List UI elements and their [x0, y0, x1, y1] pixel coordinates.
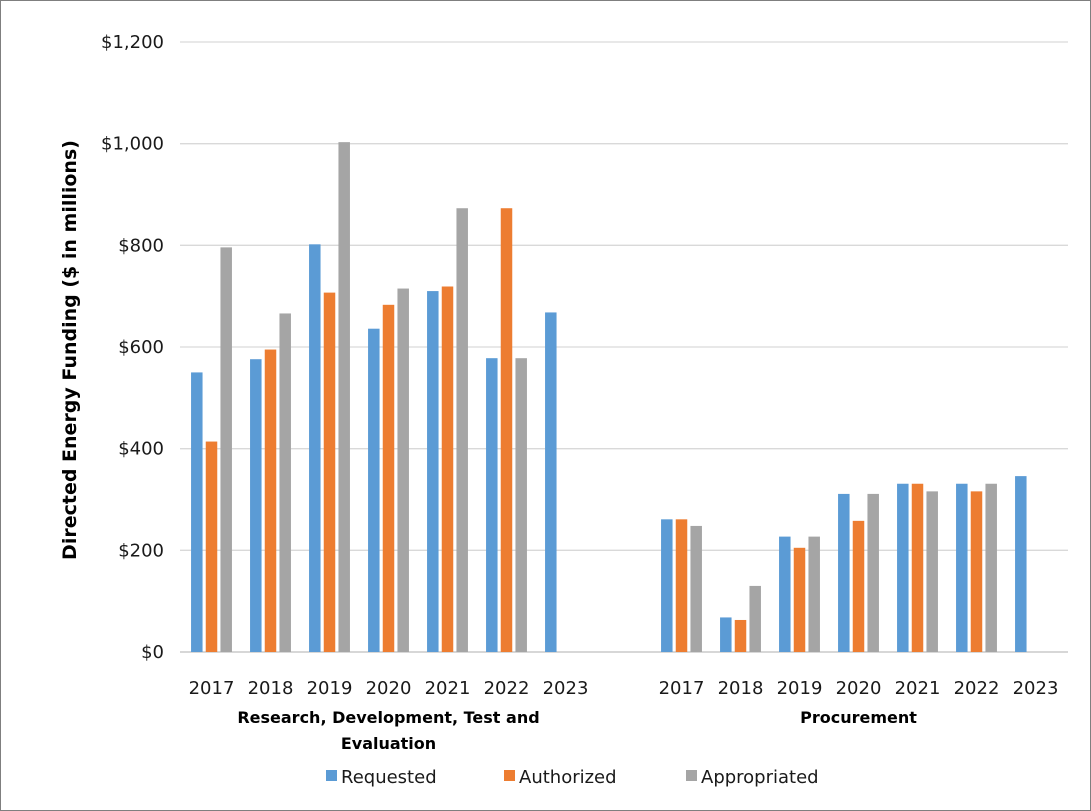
y-axis-ticks: $0 $200 $400 $600 $800 $1,000 $1,200 — [101, 32, 164, 663]
bar-requested — [779, 536, 791, 652]
bar-requested — [427, 291, 439, 652]
y-axis-label: Directed Energy Funding ($ in millions) — [59, 140, 81, 560]
bar-appropriated — [690, 525, 702, 652]
legend-label: Requested — [341, 767, 437, 788]
y-tick-label: $1,000 — [101, 134, 164, 155]
bar-appropriated — [220, 247, 232, 652]
x-tick-label: 2019 — [307, 678, 353, 699]
legend-label: Authorized — [519, 767, 617, 788]
bar-appropriated — [985, 483, 997, 652]
legend-swatch-requested — [326, 770, 337, 781]
legend-label: Appropriated — [701, 767, 819, 788]
x-tick-label: 2023 — [543, 678, 589, 699]
bar-requested — [545, 312, 557, 652]
legend-swatch-authorized — [504, 770, 515, 781]
bar-requested — [720, 617, 732, 652]
y-tick-label: $400 — [118, 439, 164, 460]
x-tick-label: 2018 — [718, 678, 764, 699]
bar-authorized — [852, 520, 865, 652]
x-tick-label: 2022 — [954, 678, 1000, 699]
bar-authorized — [793, 547, 806, 652]
y-tick-label: $0 — [141, 642, 164, 663]
legend-swatch-appropriated — [686, 770, 697, 781]
x-tick-label: 2021 — [895, 678, 941, 699]
bar-authorized — [205, 441, 218, 652]
bars — [191, 142, 1027, 653]
x-tick-label: 2021 — [425, 678, 471, 699]
bar-authorized — [970, 491, 983, 652]
bar-authorized — [441, 286, 454, 652]
legend: Requested Authorized Appropriated — [326, 767, 819, 788]
bar-requested — [956, 483, 968, 652]
bar-appropriated — [926, 491, 938, 652]
bar-authorized — [264, 349, 277, 652]
group-labels: Research, Development, Test and Evaluatio… — [237, 708, 917, 753]
x-tick-label: 2018 — [248, 678, 294, 699]
bar-authorized — [500, 208, 513, 652]
bar-requested — [838, 493, 850, 652]
bar-requested — [1015, 476, 1027, 652]
bar-authorized — [675, 519, 688, 652]
x-tick-label: 2022 — [484, 678, 530, 699]
bar-authorized — [382, 304, 395, 652]
bar-requested — [309, 244, 321, 653]
x-tick-label: 2020 — [366, 678, 412, 699]
bar-appropriated — [808, 536, 820, 652]
x-tick-label: 2019 — [777, 678, 823, 699]
bar-authorized — [911, 483, 924, 652]
bar-appropriated — [456, 208, 468, 652]
y-tick-label: $1,200 — [101, 32, 164, 53]
bar-appropriated — [397, 288, 409, 652]
bar-appropriated — [867, 493, 879, 652]
bar-requested — [897, 483, 909, 652]
x-tick-label: 2017 — [659, 678, 705, 699]
bar-appropriated — [749, 585, 761, 652]
bar-requested — [191, 372, 203, 652]
y-tick-label: $800 — [118, 235, 164, 256]
bar-requested — [368, 328, 380, 652]
bar-appropriated — [279, 313, 291, 652]
group-label: Procurement — [800, 708, 917, 727]
y-tick-label: $600 — [118, 337, 164, 358]
group-label: Research, Development, Test and — [237, 708, 539, 727]
x-tick-label: 2023 — [1013, 678, 1059, 699]
x-tick-label: 2017 — [189, 678, 235, 699]
group-label: Evaluation — [341, 734, 436, 753]
y-tick-label: $200 — [118, 540, 164, 561]
bar-appropriated — [338, 142, 350, 652]
x-tick-label: 2020 — [836, 678, 882, 699]
bar-authorized — [323, 292, 336, 652]
bar-requested — [661, 519, 673, 652]
bar-authorized — [734, 619, 747, 652]
bar-requested — [250, 359, 262, 652]
bar-appropriated — [515, 358, 527, 652]
bar-requested — [486, 358, 498, 652]
x-axis-ticks: 2017 2018 2019 2020 2021 2022 2023 2017 2018 2019… — [189, 678, 1059, 699]
